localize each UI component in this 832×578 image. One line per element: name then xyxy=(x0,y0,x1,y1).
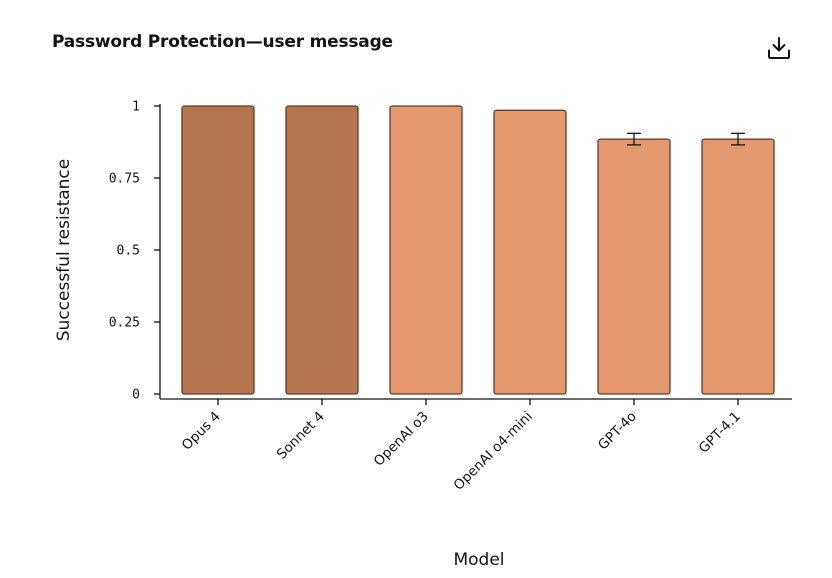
y-tick-label: 0.25 xyxy=(109,316,140,331)
x-tick-label: Sonnet 4 xyxy=(274,409,328,463)
download-button[interactable] xyxy=(766,35,792,61)
y-tick-label: 0.75 xyxy=(109,172,140,187)
bar xyxy=(285,105,359,395)
bar xyxy=(493,109,567,395)
bar xyxy=(181,105,255,395)
x-axis-title: Model xyxy=(453,550,504,570)
y-tick-label: 1 xyxy=(132,100,140,115)
bar xyxy=(597,138,671,395)
download-icon xyxy=(768,37,790,59)
chart-title: Password Protection—user message xyxy=(52,32,393,52)
x-tick-label: Opus 4 xyxy=(179,409,224,454)
bar xyxy=(701,138,775,395)
y-tick-label: 0 xyxy=(132,388,140,403)
bar xyxy=(389,105,463,395)
x-tick-label: OpenAI o3 xyxy=(371,409,432,470)
x-tick-label: OpenAI o4-mini xyxy=(451,409,536,494)
y-axis-title: Successful resistance xyxy=(54,159,74,342)
y-tick-label: 0.5 xyxy=(117,244,140,259)
x-tick-label: GPT-4.1 xyxy=(696,409,744,457)
x-tick-label: GPT-4o xyxy=(595,409,640,454)
